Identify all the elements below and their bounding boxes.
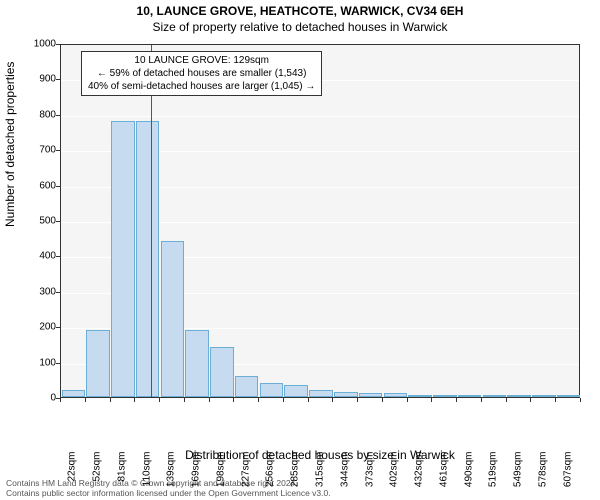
x-tick-label: 490sqm — [463, 452, 474, 496]
x-tick-mark — [308, 398, 309, 402]
y-tick-label: 100 — [16, 357, 56, 368]
histogram-bar — [433, 395, 457, 397]
x-tick-label: 432sqm — [414, 452, 425, 496]
y-tick-mark — [56, 150, 60, 151]
histogram-bar — [309, 390, 333, 397]
x-tick-mark — [481, 398, 482, 402]
x-tick-mark — [580, 398, 581, 402]
x-tick-mark — [134, 398, 135, 402]
histogram-bar — [284, 385, 308, 397]
y-tick-mark — [56, 115, 60, 116]
x-tick-mark — [209, 398, 210, 402]
x-tick-label: 402sqm — [389, 452, 400, 496]
x-tick-label: 22sqm — [67, 452, 78, 496]
x-tick-mark — [431, 398, 432, 402]
y-tick-mark — [56, 363, 60, 364]
y-tick-label: 700 — [16, 145, 56, 156]
x-tick-label: 461sqm — [438, 452, 449, 496]
annotation-line2: ← 59% of detached houses are smaller (1,… — [88, 67, 315, 80]
x-tick-label: 315sqm — [315, 452, 326, 496]
y-tick-label: 300 — [16, 286, 56, 297]
x-tick-label: 227sqm — [240, 452, 251, 496]
x-tick-label: 81sqm — [116, 452, 127, 496]
x-tick-label: 578sqm — [537, 452, 548, 496]
histogram-bar — [62, 390, 86, 397]
x-tick-label: 607sqm — [562, 452, 573, 496]
reference-line — [151, 45, 152, 397]
chart-container: 10, LAUNCE GROVE, HEATHCOTE, WARWICK, CV… — [0, 0, 600, 500]
histogram-bar — [507, 395, 531, 397]
histogram-bar — [557, 395, 581, 397]
x-tick-label: 549sqm — [513, 452, 524, 496]
histogram-bar — [161, 241, 185, 397]
histogram-bar — [483, 395, 507, 397]
x-tick-mark — [530, 398, 531, 402]
x-tick-mark — [357, 398, 358, 402]
y-axis-label: Number of detached properties — [3, 62, 17, 227]
annotation-line1: 10 LAUNCE GROVE: 129sqm — [88, 54, 315, 67]
y-tick-mark — [56, 221, 60, 222]
x-tick-mark — [258, 398, 259, 402]
y-tick-label: 1000 — [16, 39, 56, 50]
x-tick-label: 256sqm — [265, 452, 276, 496]
y-tick-label: 800 — [16, 109, 56, 120]
annotation-box: 10 LAUNCE GROVE: 129sqm ← 59% of detache… — [81, 51, 322, 96]
histogram-bar — [334, 392, 358, 397]
x-tick-label: 169sqm — [191, 452, 202, 496]
histogram-bar — [185, 330, 209, 397]
y-tick-label: 600 — [16, 180, 56, 191]
x-tick-label: 344sqm — [339, 452, 350, 496]
histogram-bar — [359, 393, 383, 397]
y-tick-mark — [56, 44, 60, 45]
x-tick-mark — [60, 398, 61, 402]
x-tick-mark — [233, 398, 234, 402]
x-tick-mark — [159, 398, 160, 402]
y-tick-mark — [56, 79, 60, 80]
x-tick-label: 139sqm — [166, 452, 177, 496]
x-tick-mark — [283, 398, 284, 402]
x-tick-mark — [110, 398, 111, 402]
x-tick-mark — [382, 398, 383, 402]
x-tick-mark — [85, 398, 86, 402]
histogram-bar — [235, 376, 259, 397]
x-tick-label: 198sqm — [215, 452, 226, 496]
x-tick-label: 285sqm — [290, 452, 301, 496]
histogram-bar — [458, 395, 482, 397]
plot-area: 10 LAUNCE GROVE: 129sqm ← 59% of detache… — [60, 44, 580, 398]
x-tick-label: 519sqm — [488, 452, 499, 496]
x-tick-mark — [407, 398, 408, 402]
x-tick-label: 110sqm — [141, 452, 152, 496]
chart-title-sub: Size of property relative to detached ho… — [0, 18, 600, 34]
y-tick-label: 400 — [16, 251, 56, 262]
histogram-bar — [260, 383, 284, 397]
x-tick-label: 52sqm — [92, 452, 103, 496]
chart-title-main: 10, LAUNCE GROVE, HEATHCOTE, WARWICK, CV… — [0, 0, 600, 18]
y-tick-mark — [56, 327, 60, 328]
y-tick-label: 0 — [16, 393, 56, 404]
annotation-line3: 40% of semi-detached houses are larger (… — [88, 80, 315, 93]
histogram-bar — [111, 121, 135, 397]
x-tick-mark — [456, 398, 457, 402]
y-tick-mark — [56, 256, 60, 257]
x-tick-mark — [506, 398, 507, 402]
x-tick-mark — [332, 398, 333, 402]
histogram-bar — [136, 121, 160, 397]
histogram-bar — [384, 393, 408, 397]
x-tick-mark — [184, 398, 185, 402]
y-tick-label: 200 — [16, 322, 56, 333]
histogram-bar — [86, 330, 110, 397]
x-tick-mark — [555, 398, 556, 402]
histogram-bar — [408, 395, 432, 397]
y-tick-label: 500 — [16, 216, 56, 227]
histogram-bar — [210, 347, 234, 397]
y-tick-mark — [56, 186, 60, 187]
x-tick-label: 373sqm — [364, 452, 375, 496]
histogram-bar — [532, 395, 556, 397]
gridline — [61, 116, 579, 117]
y-tick-mark — [56, 292, 60, 293]
y-tick-label: 900 — [16, 74, 56, 85]
